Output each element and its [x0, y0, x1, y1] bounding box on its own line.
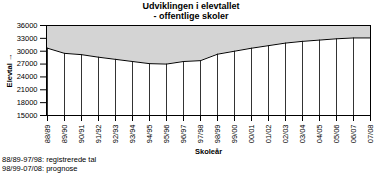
- svg-text:98/99: 98/99: [213, 125, 222, 144]
- svg-text:97/98: 97/98: [196, 125, 205, 144]
- svg-text:21000: 21000: [17, 85, 38, 94]
- html-text:88/89-97/98: registrerede tal: 88/89-97/98: registrerede tal: [2, 155, 97, 164]
- svg-text:07/08: 07/08: [366, 125, 375, 144]
- svg-text:06/07: 06/07: [349, 125, 358, 144]
- svg-text:92/93: 92/93: [111, 125, 120, 144]
- svg-text:30000: 30000: [17, 47, 38, 56]
- svg-text:02/03: 02/03: [281, 125, 290, 144]
- svg-text:24000: 24000: [17, 72, 38, 81]
- svg-text:Elevtal →: Elevtal →: [5, 54, 14, 88]
- svg-text:33000: 33000: [17, 34, 38, 43]
- svg-text:27000: 27000: [17, 59, 38, 68]
- html-text:Udviklingen i elevtallet: Udviklingen i elevtallet: [142, 1, 240, 11]
- svg-text:88/89: 88/89: [43, 125, 52, 144]
- svg-text:96/97: 96/97: [179, 125, 188, 144]
- svg-text:01/02: 01/02: [264, 125, 273, 144]
- svg-text:36000: 36000: [17, 21, 38, 30]
- svg-text:91/92: 91/92: [94, 125, 103, 144]
- svg-text:89/90: 89/90: [60, 125, 69, 144]
- svg-text:03/04: 03/04: [298, 125, 307, 144]
- svg-text:90/91: 90/91: [77, 125, 86, 144]
- svg-text:99/00: 99/00: [230, 125, 239, 144]
- svg-text:94/95: 94/95: [145, 125, 154, 144]
- svg-text:95/96: 95/96: [162, 125, 171, 144]
- svg-text:00/01: 00/01: [247, 125, 256, 144]
- svg-text:05/06: 05/06: [332, 125, 341, 144]
- svg-text:Skoleår: Skoleår: [195, 147, 222, 156]
- html-text:- offentlige skoler: - offentlige skoler: [153, 11, 229, 21]
- svg-text:18000: 18000: [17, 98, 38, 107]
- svg-text:93/94: 93/94: [128, 125, 137, 144]
- svg-text:15000: 15000: [17, 111, 38, 120]
- svg-text:04/05: 04/05: [315, 125, 324, 144]
- html-text:98/99-07/08: prognose: 98/99-07/08: prognose: [2, 164, 78, 173]
